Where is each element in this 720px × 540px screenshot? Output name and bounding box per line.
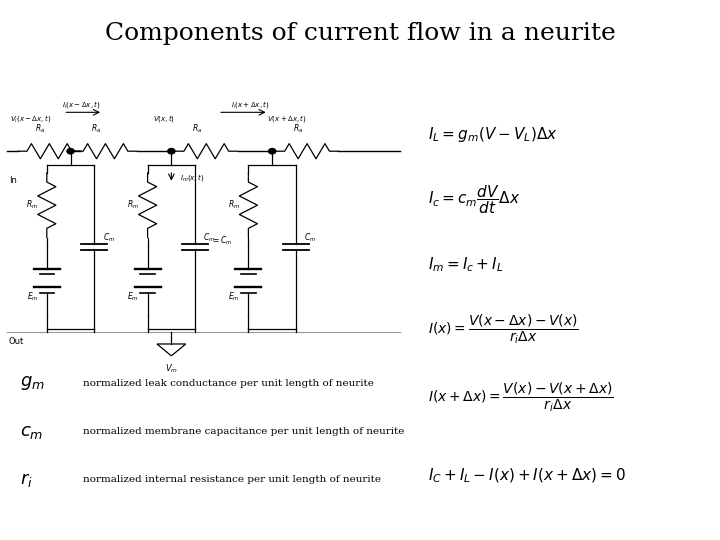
Text: $c_m$: $c_m$ [20,423,43,441]
Circle shape [168,148,175,154]
Circle shape [67,148,74,154]
Text: Components of current flow in a neurite: Components of current flow in a neurite [104,22,616,45]
Text: $R_a$: $R_a$ [292,123,303,135]
Text: $g_m$: $g_m$ [20,374,45,393]
Text: $V_m$: $V_m$ [165,362,178,375]
Text: normalized membrane capacitance per unit length of neurite: normalized membrane capacitance per unit… [83,428,404,436]
Text: $I_i(x+\Delta x,t)$: $I_i(x+\Delta x,t)$ [231,99,270,110]
Text: $C_m$: $C_m$ [305,231,316,244]
Text: $R_a$: $R_a$ [35,123,45,135]
Text: $I_L = g_m(V - V_L)\Delta x$: $I_L = g_m(V - V_L)\Delta x$ [428,125,558,145]
Text: $R_a$: $R_a$ [91,123,102,135]
Text: $I(x+\Delta x) = \dfrac{V(x)-V(x+\Delta x)}{r_i \Delta x}$: $I(x+\Delta x) = \dfrac{V(x)-V(x+\Delta … [428,380,614,414]
Text: $R_m$: $R_m$ [127,199,139,212]
Text: $R_m$: $R_m$ [27,199,38,212]
Text: $I_C + I_L - I(x) + I(x+\Delta x) = 0$: $I_C + I_L - I(x) + I(x+\Delta x) = 0$ [428,467,626,485]
Text: $I_m(x,t)$: $I_m(x,t)$ [180,172,204,183]
Text: $= C_m$: $= C_m$ [211,234,233,247]
Text: $C_m$: $C_m$ [103,231,114,244]
Text: $R_a$: $R_a$ [192,123,202,135]
Text: $V(x,t)$: $V(x,t)$ [153,113,175,124]
Text: $I_m = I_c + I_L$: $I_m = I_c + I_L$ [428,255,504,274]
Text: $C_m$: $C_m$ [204,231,215,244]
Text: $R_m$: $R_m$ [228,199,240,212]
Text: $E_m$: $E_m$ [27,291,38,303]
Text: $E_m$: $E_m$ [228,291,240,303]
Text: $E_m$: $E_m$ [127,291,139,303]
Text: Out: Out [9,338,24,346]
Text: $I_c = c_m \dfrac{dV}{dt}\Delta x$: $I_c = c_m \dfrac{dV}{dt}\Delta x$ [428,184,521,216]
Text: In: In [9,177,17,185]
Text: normalized internal resistance per unit length of neurite: normalized internal resistance per unit … [83,475,381,484]
Text: $V_i(x-\Delta x,t)$: $V_i(x-\Delta x,t)$ [10,113,52,124]
Text: normalized leak conductance per unit length of neurite: normalized leak conductance per unit len… [83,379,374,388]
Circle shape [269,148,276,154]
Text: $I(x) = \dfrac{V(x-\Delta x)-V(x)}{r_i \Delta x}$: $I(x) = \dfrac{V(x-\Delta x)-V(x)}{r_i \… [428,313,580,346]
Text: $r_i$: $r_i$ [20,470,33,489]
Text: $V(x+\Delta x,t)$: $V(x+\Delta x,t)$ [266,113,307,124]
Text: $I_i(x-\Delta x,t)$: $I_i(x-\Delta x,t)$ [62,99,101,110]
